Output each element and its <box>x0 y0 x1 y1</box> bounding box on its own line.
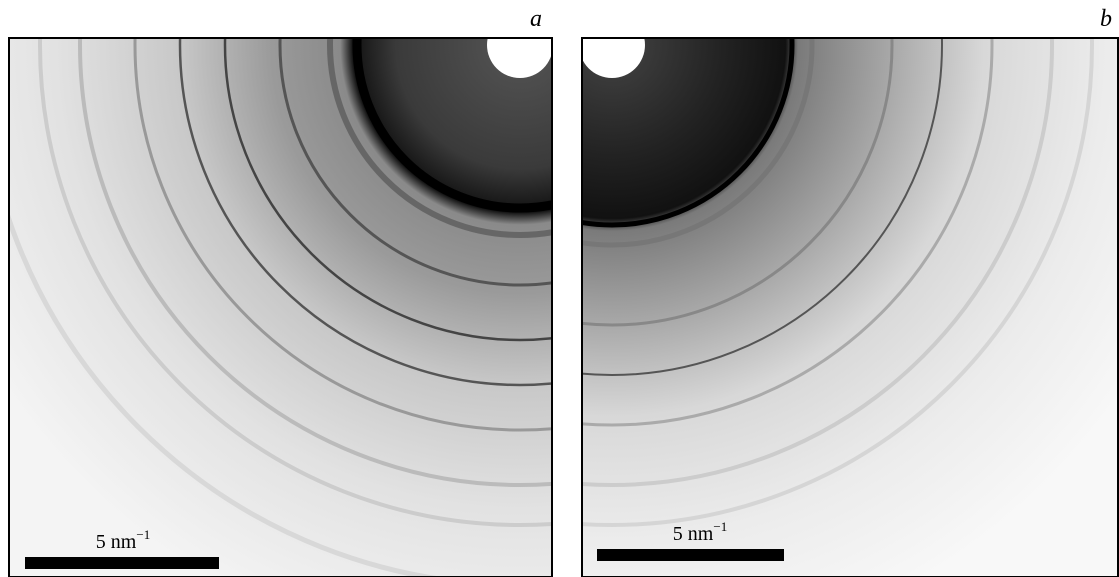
scale-text: 5 nm <box>673 523 714 545</box>
panel-label: b <box>1100 6 1112 32</box>
scale-superscript: −1 <box>136 527 150 542</box>
page: a b 5 nm−1 5 nm−1 (() => { const data = … <box>0 0 1119 577</box>
figure: a b 5 nm−1 5 nm−1 <box>0 0 1119 577</box>
scale-bar <box>597 549 784 561</box>
scale-bar <box>25 557 219 569</box>
scale-text: 5 nm <box>96 531 137 553</box>
panel-label: a <box>530 6 542 32</box>
scale-superscript: −1 <box>713 519 727 534</box>
